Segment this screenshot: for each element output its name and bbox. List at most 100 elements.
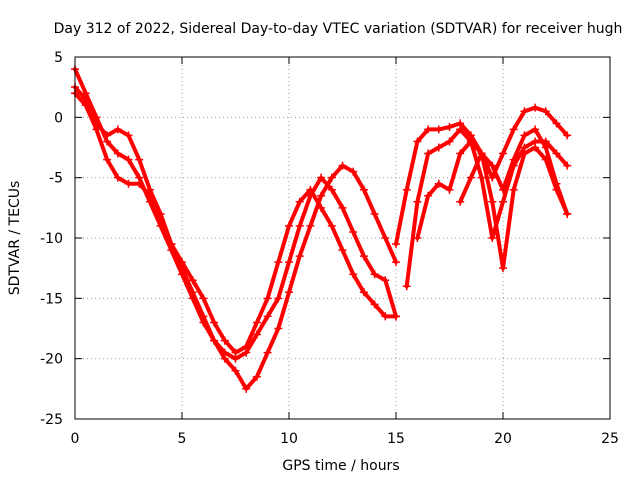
data-point bbox=[541, 107, 550, 116]
data-point bbox=[552, 179, 561, 188]
data-point bbox=[499, 185, 507, 194]
series-layer bbox=[71, 65, 572, 393]
data-point bbox=[488, 234, 497, 242]
data-point bbox=[424, 125, 433, 134]
data-point bbox=[424, 149, 433, 158]
data-point bbox=[552, 149, 561, 158]
data-point bbox=[499, 197, 507, 206]
y-tick-label: 0 bbox=[54, 110, 63, 126]
data-point bbox=[327, 185, 336, 194]
data-point bbox=[563, 131, 572, 140]
data-point bbox=[220, 336, 229, 345]
data-point bbox=[252, 372, 261, 381]
data-point bbox=[499, 149, 507, 158]
data-point bbox=[306, 185, 315, 194]
data-point bbox=[252, 330, 261, 339]
data-point bbox=[113, 173, 122, 182]
data-point bbox=[81, 101, 90, 110]
data-point bbox=[381, 276, 390, 285]
data-point bbox=[338, 246, 347, 255]
data-point bbox=[252, 318, 261, 327]
data-point bbox=[466, 137, 475, 146]
data-point bbox=[285, 258, 293, 267]
data-point bbox=[188, 276, 197, 285]
data-point bbox=[392, 258, 400, 267]
x-tick-label: 25 bbox=[601, 431, 619, 447]
data-point bbox=[199, 312, 208, 321]
data-point bbox=[145, 191, 154, 200]
data-point bbox=[338, 161, 347, 170]
data-point bbox=[263, 294, 272, 303]
data-point bbox=[327, 221, 336, 230]
data-point bbox=[113, 149, 122, 158]
data-point bbox=[359, 252, 368, 261]
data-point bbox=[370, 300, 379, 309]
data-point bbox=[445, 137, 454, 146]
y-tick-label: -10 bbox=[40, 231, 63, 247]
series-track-7 bbox=[456, 125, 572, 218]
data-point bbox=[381, 234, 390, 242]
data-point bbox=[456, 197, 465, 206]
data-point bbox=[488, 197, 497, 206]
data-point bbox=[349, 167, 358, 176]
y-tick-label: 5 bbox=[54, 50, 63, 66]
data-point bbox=[552, 119, 561, 128]
data-point bbox=[392, 240, 400, 249]
chart-title: Day 312 of 2022, Sidereal Day-to-day VTE… bbox=[54, 21, 623, 37]
data-point bbox=[178, 258, 186, 267]
data-point bbox=[488, 161, 497, 170]
data-point bbox=[413, 197, 422, 206]
data-point bbox=[317, 203, 326, 212]
data-point bbox=[338, 203, 347, 212]
series-track-3 bbox=[71, 89, 400, 357]
data-point bbox=[520, 149, 529, 158]
data-point bbox=[285, 221, 293, 230]
data-point bbox=[456, 149, 465, 158]
data-point bbox=[220, 354, 229, 363]
data-point bbox=[231, 366, 240, 375]
data-point bbox=[359, 185, 368, 194]
data-point bbox=[103, 131, 112, 140]
data-point bbox=[434, 125, 443, 134]
data-point bbox=[317, 191, 326, 200]
data-point bbox=[274, 294, 283, 303]
y-tick-label: -5 bbox=[49, 171, 63, 187]
y-tick-label: -20 bbox=[40, 352, 63, 368]
y-tick-label: -15 bbox=[40, 291, 63, 307]
data-point bbox=[231, 348, 240, 357]
data-point bbox=[488, 173, 497, 182]
data-point bbox=[210, 336, 219, 345]
data-point bbox=[370, 209, 379, 218]
axes: 0 5 10 15 20 25 5 0 -5 -10 -15 -20 -25 bbox=[40, 50, 619, 447]
data-point bbox=[306, 221, 315, 230]
data-point bbox=[317, 173, 326, 182]
data-point bbox=[531, 103, 540, 112]
data-point bbox=[520, 107, 529, 116]
data-point bbox=[242, 342, 251, 351]
data-point bbox=[124, 179, 133, 188]
data-point bbox=[295, 197, 304, 206]
x-tick-label: 5 bbox=[178, 431, 187, 447]
data-point bbox=[263, 312, 272, 321]
x-tick-label: 15 bbox=[387, 431, 405, 447]
data-point bbox=[242, 384, 251, 393]
data-point bbox=[349, 227, 358, 236]
data-point bbox=[509, 125, 518, 134]
data-point bbox=[285, 288, 293, 297]
data-point bbox=[295, 221, 304, 230]
data-point bbox=[274, 258, 283, 267]
data-point bbox=[103, 155, 112, 164]
data-point bbox=[381, 312, 390, 321]
data-point bbox=[402, 282, 411, 291]
data-point bbox=[124, 155, 133, 164]
data-point bbox=[563, 209, 572, 218]
data-point bbox=[413, 234, 422, 242]
data-point bbox=[124, 131, 133, 140]
data-point bbox=[263, 348, 272, 357]
y-tick-label: -25 bbox=[40, 412, 63, 428]
data-point bbox=[434, 143, 443, 152]
data-point bbox=[199, 294, 208, 303]
data-point bbox=[167, 240, 176, 249]
